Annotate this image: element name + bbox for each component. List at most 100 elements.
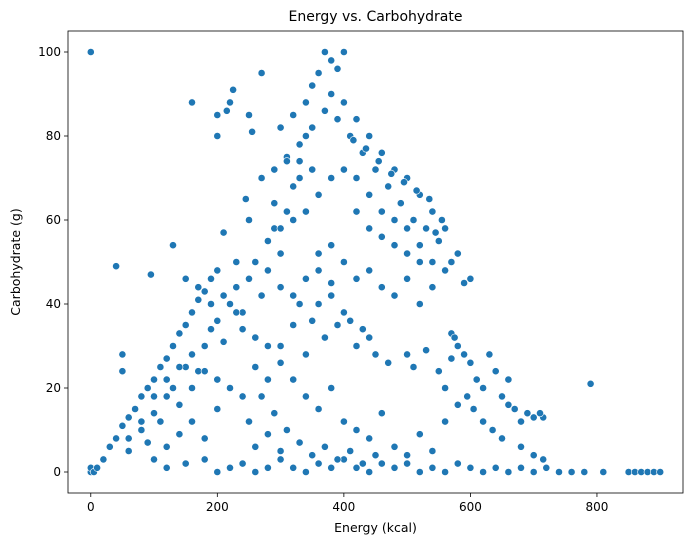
data-point — [263, 463, 272, 472]
data-point — [453, 342, 462, 350]
data-point — [599, 468, 608, 476]
data-point — [146, 270, 155, 279]
data-point — [188, 98, 196, 107]
data-point — [86, 48, 95, 56]
data-point — [232, 308, 241, 317]
data-point — [156, 363, 165, 371]
data-point — [403, 350, 411, 359]
data-point — [377, 409, 386, 418]
data-point — [194, 295, 203, 304]
data-point — [301, 274, 310, 283]
data-point — [213, 375, 222, 384]
data-point — [390, 216, 399, 224]
data-point — [282, 207, 291, 216]
y-tick-label: 0 — [53, 465, 61, 479]
data-point — [327, 384, 336, 392]
data-point — [362, 144, 370, 153]
data-point — [327, 241, 336, 250]
data-point — [542, 463, 551, 472]
data-point — [295, 438, 304, 447]
data-point — [162, 463, 171, 472]
data-point — [181, 274, 190, 283]
y-tick-label: 100 — [38, 45, 61, 59]
data-point — [510, 405, 519, 413]
data-point — [276, 447, 285, 455]
data-point — [238, 392, 247, 401]
data-point — [213, 316, 222, 325]
data-point — [523, 409, 532, 418]
data-point — [150, 455, 158, 464]
data-point — [415, 430, 424, 439]
data-point — [175, 363, 184, 371]
data-point — [137, 417, 146, 426]
data-point — [498, 434, 506, 443]
data-point — [175, 400, 184, 409]
data-point — [377, 283, 386, 292]
data-point — [219, 337, 228, 346]
points-layer — [86, 48, 665, 476]
data-point — [365, 333, 374, 342]
x-axis: 0 200 400 600 800 — [87, 493, 608, 514]
data-point — [219, 291, 228, 300]
data-point — [314, 249, 323, 258]
data-point — [314, 459, 323, 468]
data-point — [428, 258, 437, 266]
data-point — [314, 266, 323, 275]
x-tick-label: 0 — [87, 500, 95, 514]
data-point — [374, 157, 383, 166]
data-point — [219, 228, 228, 237]
data-point — [472, 375, 481, 384]
data-point — [229, 85, 237, 94]
data-point — [93, 463, 101, 472]
data-point — [169, 342, 177, 350]
data-point — [352, 342, 361, 350]
data-point — [188, 308, 196, 317]
data-point — [428, 283, 437, 292]
data-point — [289, 111, 298, 119]
data-point — [504, 468, 513, 476]
data-point — [479, 384, 487, 392]
data-point — [207, 325, 215, 334]
data-point — [453, 459, 462, 468]
data-point — [352, 463, 361, 472]
data-point — [131, 405, 139, 413]
data-point — [352, 426, 361, 434]
data-point — [453, 400, 462, 409]
data-point — [188, 350, 196, 359]
data-point — [320, 48, 329, 56]
data-point — [339, 258, 348, 266]
data-point — [162, 375, 171, 384]
x-tick-label: 600 — [459, 500, 482, 514]
data-point — [289, 291, 298, 300]
data-point — [263, 266, 272, 275]
data-point — [400, 178, 408, 187]
data-point — [358, 459, 367, 468]
data-point — [504, 375, 513, 384]
data-point — [143, 384, 152, 392]
data-point — [479, 417, 487, 426]
data-point — [289, 182, 298, 191]
data-point — [301, 350, 310, 359]
data-point — [276, 358, 285, 367]
data-point — [181, 321, 190, 329]
data-point — [422, 224, 430, 233]
data-point — [226, 463, 234, 472]
data-point — [289, 321, 298, 329]
data-point — [124, 447, 133, 455]
data-point — [263, 375, 272, 384]
data-point — [390, 291, 399, 300]
data-point — [333, 115, 342, 124]
data-point — [295, 140, 304, 149]
data-point — [289, 463, 298, 472]
data-point — [282, 426, 291, 434]
data-point — [213, 468, 222, 476]
data-point — [352, 207, 361, 216]
data-point — [295, 174, 304, 182]
data-point — [567, 468, 576, 476]
data-point — [276, 283, 285, 292]
data-point — [428, 207, 437, 216]
data-point — [466, 463, 475, 472]
data-point — [529, 468, 538, 476]
data-point — [450, 333, 459, 342]
